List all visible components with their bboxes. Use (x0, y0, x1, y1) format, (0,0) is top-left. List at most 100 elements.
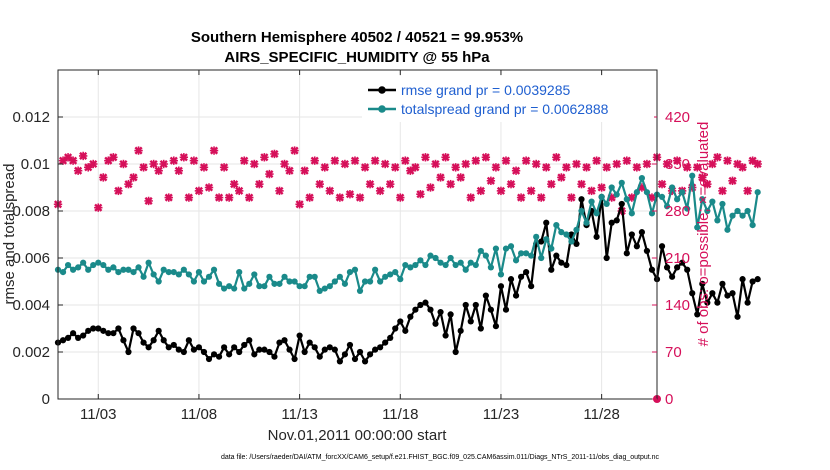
data-file-footnote: data file: /Users/raeder/DAI/ATM_forcXX/… (221, 454, 660, 461)
series-point-rmse (210, 351, 218, 358)
obs-count-point (426, 183, 435, 192)
series-point-rmse (105, 330, 112, 337)
series-point-rmse (709, 290, 716, 297)
series-point-rmse (684, 266, 691, 273)
obs-count-point (104, 156, 113, 165)
obs-count-point (174, 166, 184, 175)
obs-count-point (365, 179, 375, 189)
series-point-totalspread (689, 172, 696, 179)
obs-count-point (300, 166, 309, 175)
obs-count-point (285, 166, 294, 175)
series-point-totalspread (80, 259, 87, 266)
series-point-totalspread (528, 252, 535, 259)
y-tick-label: 0.008 (12, 203, 50, 220)
obs-count-point (139, 163, 148, 172)
series-point-totalspread (744, 207, 751, 215)
series-point-rmse (64, 334, 72, 341)
series-point-totalspread (628, 210, 635, 217)
obs-count-point (154, 166, 163, 175)
series-point-rmse (170, 341, 177, 349)
series-point-totalspread (603, 200, 610, 208)
series-point-rmse (200, 348, 208, 356)
series-point-totalspread (427, 252, 434, 259)
obs-count-point (496, 186, 506, 196)
series-point-rmse (125, 348, 132, 356)
series-point-totalspread (140, 273, 147, 280)
series-point-rmse (331, 346, 338, 353)
series-point-rmse (95, 325, 102, 332)
series-point-rmse (215, 353, 223, 360)
obs-count-point (401, 156, 410, 165)
obs-count-point (73, 166, 83, 175)
obs-count-point (723, 156, 732, 165)
series-point-totalspread (507, 243, 515, 250)
series-point-totalspread (739, 212, 746, 219)
series-point-rmse (427, 306, 434, 313)
obs-count-point (184, 193, 194, 202)
series-point-totalspread (724, 226, 731, 233)
series-point-rmse (130, 325, 137, 332)
series-point-totalspread (432, 254, 439, 262)
series-point-rmse (628, 231, 635, 238)
obs-count-point (391, 163, 400, 172)
series-point-totalspread (523, 250, 530, 257)
obs-count-point (602, 163, 611, 172)
obs-count-point (713, 153, 722, 162)
series-point-rmse (744, 299, 751, 306)
series-point-totalspread (366, 278, 374, 285)
series-point-totalspread (608, 184, 615, 191)
series-point-totalspread (306, 273, 313, 280)
obs-count-point (531, 159, 541, 169)
series-point-totalspread (658, 193, 666, 200)
obs-count-point (587, 186, 596, 196)
obs-count-point (683, 163, 692, 172)
obs-count-point (753, 159, 762, 169)
obs-count-point (250, 159, 259, 169)
series-point-totalspread (684, 205, 691, 212)
series-point-rmse (674, 264, 681, 271)
series-point-rmse (669, 273, 676, 280)
series-point-totalspread (543, 236, 550, 243)
series-point-rmse (523, 269, 530, 276)
legend: rmse grand pr = 0.0039285 totalspread gr… (362, 76, 654, 122)
series-point-totalspread (462, 266, 469, 273)
obs-count-point (718, 186, 727, 196)
series-point-totalspread (351, 266, 359, 273)
obs-count-point (224, 193, 234, 202)
series-point-rmse (256, 346, 263, 353)
series-point-totalspread (553, 222, 560, 229)
obs-count-point (99, 173, 108, 182)
obs-count-point (506, 179, 516, 189)
series-point-rmse (553, 252, 560, 259)
series-point-rmse (563, 261, 570, 269)
series-point-rmse (155, 327, 162, 334)
series-layer (53, 146, 762, 403)
series-point-totalspread (709, 198, 716, 205)
obs-count-point (134, 146, 143, 155)
series-point-rmse (543, 219, 550, 226)
series-point-totalspread (372, 266, 379, 273)
series-point-totalspread (422, 261, 429, 269)
series-point-totalspread (633, 189, 640, 196)
x-tick-label: 11/28 (583, 406, 619, 423)
series-point-totalspread (734, 207, 741, 215)
obs-count-point (421, 153, 430, 162)
legend-label-rmse: rmse grand pr = 0.0039285 (401, 82, 570, 98)
series-point-rmse (477, 325, 484, 332)
obs-count-point (355, 193, 365, 202)
series-point-totalspread (236, 269, 243, 276)
x-tick-label: 11/08 (181, 406, 217, 423)
obs-count-point (662, 159, 672, 169)
obs-count-point (255, 179, 264, 189)
series-point-totalspread (729, 212, 736, 219)
series-point-totalspread (100, 261, 107, 269)
series-point-rmse (452, 348, 459, 356)
obs-count-point (501, 156, 511, 165)
series-point-totalspread (472, 261, 479, 269)
series-point-totalspread (533, 233, 540, 240)
series-point-rmse (437, 308, 444, 316)
obs-count-point (209, 146, 219, 155)
series-point-rmse (689, 290, 696, 297)
series-point-rmse (548, 266, 555, 273)
obs-count-point (189, 156, 199, 165)
